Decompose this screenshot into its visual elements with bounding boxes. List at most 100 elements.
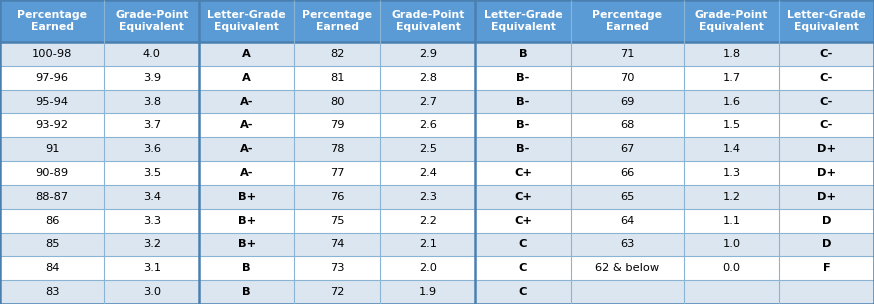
Text: 81: 81 <box>330 73 344 83</box>
Bar <box>199 0 295 42</box>
Text: 3.3: 3.3 <box>142 216 161 226</box>
Bar <box>380 256 475 280</box>
Bar <box>380 66 475 90</box>
Text: 3.8: 3.8 <box>142 97 161 106</box>
Bar <box>295 233 380 256</box>
Text: 1.9: 1.9 <box>419 287 437 297</box>
Text: A-: A- <box>240 120 253 130</box>
Text: 78: 78 <box>330 144 344 154</box>
Text: B+: B+ <box>238 192 256 202</box>
Text: 1.0: 1.0 <box>722 240 740 250</box>
Bar <box>0 90 104 113</box>
Bar <box>779 42 874 66</box>
Text: B-: B- <box>517 73 530 83</box>
Bar <box>571 256 683 280</box>
Bar <box>683 90 779 113</box>
Text: 1.3: 1.3 <box>722 168 740 178</box>
Bar <box>295 90 380 113</box>
Text: A-: A- <box>240 97 253 106</box>
Text: 2.7: 2.7 <box>419 97 437 106</box>
Bar <box>475 185 571 209</box>
Text: C+: C+ <box>514 168 532 178</box>
Bar <box>779 0 874 42</box>
Bar <box>571 209 683 233</box>
Text: 74: 74 <box>330 240 344 250</box>
Bar <box>475 90 571 113</box>
Bar <box>683 137 779 161</box>
Bar <box>295 256 380 280</box>
Text: 2.0: 2.0 <box>419 263 437 273</box>
Text: 67: 67 <box>620 144 635 154</box>
Text: A: A <box>242 49 251 59</box>
Bar <box>571 113 683 137</box>
Text: 2.2: 2.2 <box>419 216 437 226</box>
Bar <box>380 0 475 42</box>
Bar <box>0 256 104 280</box>
Text: 66: 66 <box>620 168 635 178</box>
Text: Percentage
Earned: Percentage Earned <box>302 10 372 32</box>
Text: 3.9: 3.9 <box>142 73 161 83</box>
Text: 62 & below: 62 & below <box>595 263 659 273</box>
Bar <box>0 137 104 161</box>
Bar <box>104 113 199 137</box>
Text: 77: 77 <box>330 168 344 178</box>
Bar <box>571 161 683 185</box>
Bar <box>295 280 380 304</box>
Bar <box>199 66 295 90</box>
Text: 88-87: 88-87 <box>36 192 69 202</box>
Bar <box>104 209 199 233</box>
Bar <box>295 0 380 42</box>
Bar <box>683 113 779 137</box>
Bar <box>199 233 295 256</box>
Bar <box>380 161 475 185</box>
Bar <box>104 280 199 304</box>
Bar <box>571 66 683 90</box>
Bar <box>683 42 779 66</box>
Bar <box>199 256 295 280</box>
Text: B-: B- <box>517 144 530 154</box>
Bar <box>295 113 380 137</box>
Text: 3.4: 3.4 <box>142 192 161 202</box>
Text: 1.1: 1.1 <box>722 216 740 226</box>
Text: 73: 73 <box>330 263 344 273</box>
Text: 2.5: 2.5 <box>419 144 437 154</box>
Bar <box>295 42 380 66</box>
Text: D+: D+ <box>817 168 836 178</box>
Text: C-: C- <box>820 120 833 130</box>
Text: Letter-Grade
Equivalent: Letter-Grade Equivalent <box>483 10 562 32</box>
Bar <box>380 280 475 304</box>
Bar <box>475 161 571 185</box>
Bar <box>571 280 683 304</box>
Text: B+: B+ <box>238 240 256 250</box>
Text: 1.8: 1.8 <box>722 49 740 59</box>
Bar <box>683 161 779 185</box>
Text: 75: 75 <box>330 216 344 226</box>
Bar <box>104 233 199 256</box>
Text: 3.1: 3.1 <box>142 263 161 273</box>
Bar <box>199 209 295 233</box>
Bar <box>683 185 779 209</box>
Bar <box>475 42 571 66</box>
Bar <box>475 113 571 137</box>
Bar <box>571 90 683 113</box>
Bar <box>104 137 199 161</box>
Text: 3.2: 3.2 <box>142 240 161 250</box>
Bar <box>0 185 104 209</box>
Bar <box>295 66 380 90</box>
Bar <box>199 161 295 185</box>
Text: 82: 82 <box>330 49 344 59</box>
Text: 4.0: 4.0 <box>142 49 161 59</box>
Bar <box>779 280 874 304</box>
Bar <box>0 233 104 256</box>
Text: 3.5: 3.5 <box>142 168 161 178</box>
Bar <box>104 66 199 90</box>
Text: B: B <box>519 49 527 59</box>
Text: 79: 79 <box>330 120 344 130</box>
Text: 83: 83 <box>45 287 59 297</box>
Bar <box>199 185 295 209</box>
Text: Grade-Point
Equivalent: Grade-Point Equivalent <box>392 10 465 32</box>
Bar <box>199 280 295 304</box>
Text: 3.0: 3.0 <box>142 287 161 297</box>
Bar <box>475 209 571 233</box>
Bar <box>571 137 683 161</box>
